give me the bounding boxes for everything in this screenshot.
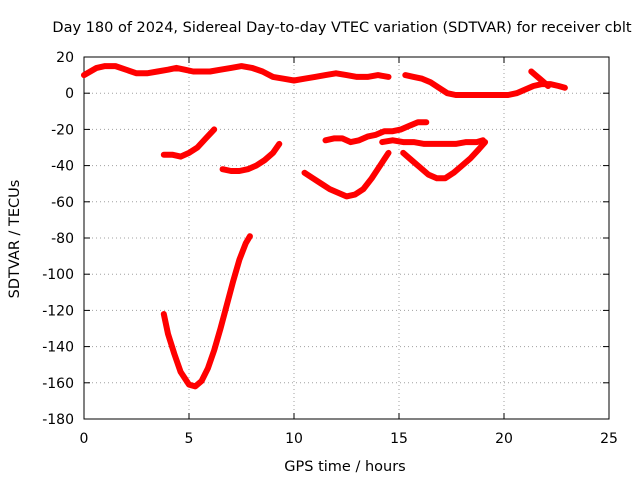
y-tick-label: -140 xyxy=(42,340,74,356)
chart-title: Day 180 of 2024, Sidereal Day-to-day VTE… xyxy=(52,20,631,36)
series-line-6 xyxy=(301,149,392,200)
y-tick-label: 20 xyxy=(56,50,74,66)
x-tick-label: 10 xyxy=(285,431,303,447)
series-line-1 xyxy=(81,63,392,84)
axis-ticks: 0 5 10 15 20 25 20 0 -20 -40 -60 -80 -100 -120 -140 -16… xyxy=(42,50,618,447)
series-line-7 xyxy=(322,119,430,146)
series-layer xyxy=(81,63,568,390)
y-tick-label: -60 xyxy=(51,195,74,211)
series-line-5 xyxy=(219,140,283,174)
plot-frame xyxy=(83,56,610,420)
series-line-9 xyxy=(400,139,489,182)
y-tick-label: -120 xyxy=(42,303,74,319)
x-axis-label: GPS time / hours xyxy=(284,459,405,475)
y-tick-label: 0 xyxy=(65,86,74,102)
x-tick-label: 15 xyxy=(390,431,408,447)
y-tick-label: -40 xyxy=(51,159,74,175)
x-tick-label: 20 xyxy=(495,431,513,447)
y-tick-label: -20 xyxy=(51,122,74,138)
series-line-10 xyxy=(160,233,253,390)
y-tick-label: -100 xyxy=(42,267,74,283)
y-axis-label: SDTVAR / TECUs xyxy=(7,180,23,299)
x-tick-label: 5 xyxy=(185,431,194,447)
series-line-4 xyxy=(160,126,218,160)
grid-lines xyxy=(84,57,609,419)
y-tick-label: -80 xyxy=(51,231,74,247)
y-tick-label: -160 xyxy=(42,376,74,392)
x-tick-label: 25 xyxy=(600,431,618,447)
series-line-3 xyxy=(528,68,552,89)
x-tick-label: 0 xyxy=(80,431,89,447)
y-tick-label: -180 xyxy=(42,412,74,428)
series-line-8 xyxy=(379,137,486,147)
